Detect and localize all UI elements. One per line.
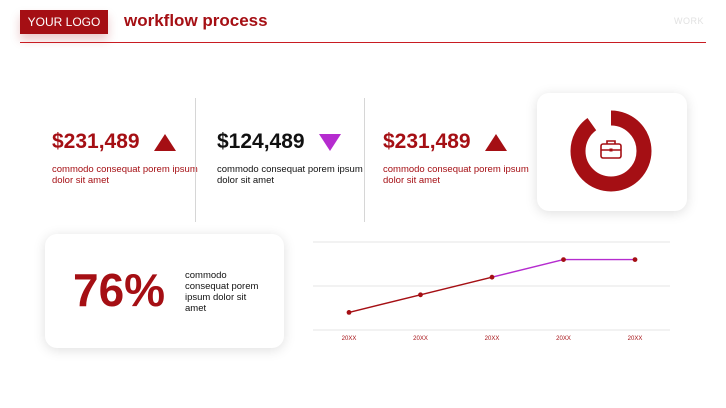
donut-chart xyxy=(570,110,652,192)
section-tag: WORK xyxy=(674,16,704,26)
donut-card xyxy=(537,93,687,211)
stat-divider xyxy=(195,98,196,222)
stat-value: $231,489 xyxy=(383,130,471,153)
x-tick-label: 20XX xyxy=(413,336,428,342)
stat-value: $124,489 xyxy=(217,130,305,153)
series-line-segment xyxy=(420,276,493,296)
header-divider xyxy=(20,42,706,43)
percent-description: commodo consequat porem ipsum dolor sit … xyxy=(185,270,259,314)
percent-card: 76% commodo consequat porem ipsum dolor … xyxy=(45,234,284,348)
stat-description: commodo consequat porem ipsum dolor sit … xyxy=(383,164,529,186)
stat-description: commodo consequat porem ipsum dolor sit … xyxy=(217,164,363,186)
series-line-segment xyxy=(491,258,564,278)
data-point xyxy=(346,310,352,315)
data-point xyxy=(418,292,423,298)
page-title: workflow process xyxy=(124,11,268,30)
data-point xyxy=(489,274,495,280)
stat-revenue-2: $124,489 commodo consequat porem ipsum d… xyxy=(217,128,367,186)
stat-divider xyxy=(364,98,365,222)
percent-value: 76% xyxy=(73,264,166,316)
stat-value: $231,489 xyxy=(52,130,140,153)
stat-revenue-3: $231,489 commodo consequat porem ipsum d… xyxy=(383,128,533,186)
logo-badge[interactable]: YOUR LOGO xyxy=(20,10,108,34)
x-tick-label: 20XX xyxy=(485,336,500,342)
briefcase-icon xyxy=(600,140,622,159)
x-tick-label: 20XX xyxy=(628,336,643,342)
stat-description: commodo consequat porem ipsum dolor sit … xyxy=(52,164,198,186)
trend-up-icon xyxy=(485,133,508,151)
x-tick-label: 20XX xyxy=(556,336,571,342)
trend-down-icon xyxy=(319,133,342,151)
stat-revenue-1: $231,489 commodo consequat porem ipsum d… xyxy=(52,128,202,186)
series-line-segment xyxy=(348,294,421,314)
data-point xyxy=(561,257,566,262)
line-chart: 20XX 20XX 20XX 20XX 20XX xyxy=(313,241,670,342)
trend-up-icon xyxy=(154,133,177,151)
x-tick-label: 20XX xyxy=(342,336,357,342)
data-point xyxy=(632,257,638,262)
